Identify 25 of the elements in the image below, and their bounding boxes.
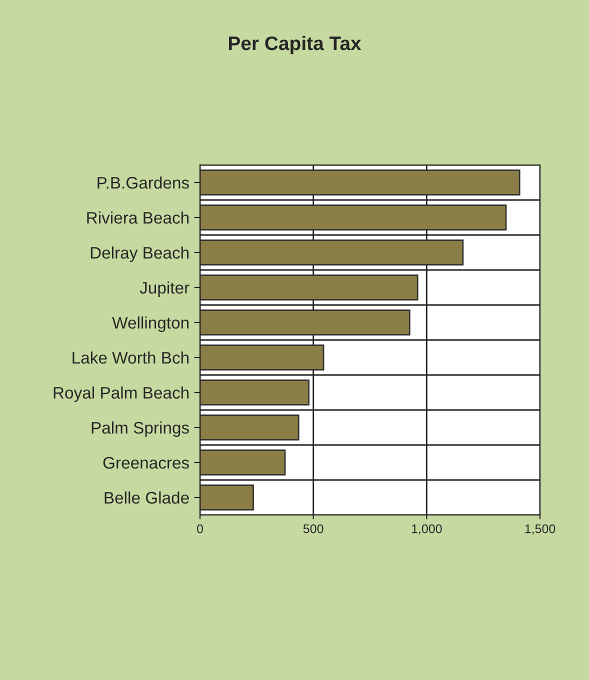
bar — [200, 310, 410, 336]
bar — [200, 240, 464, 266]
chart-title: Per Capita Tax — [228, 36, 362, 54]
x-tick-label: 500 — [303, 524, 324, 534]
y-tick-label: Greenacres — [103, 456, 189, 469]
bar — [200, 204, 507, 230]
bar — [200, 484, 254, 510]
y-tick-label: P.B.Gardens — [98, 176, 189, 189]
bar — [200, 170, 520, 196]
y-tick-label: Belle Glade — [104, 491, 189, 504]
x-tick-label: 1,000 — [412, 524, 442, 535]
bar — [200, 450, 286, 476]
y-tick-label: Royal Palm Beach — [54, 386, 189, 402]
y-tick-label: Delray Beach — [90, 246, 189, 262]
y-tick-label: Wellington — [112, 316, 189, 332]
y-tick-label: Jupiter — [140, 281, 190, 297]
x-tick-label: 0 — [197, 524, 203, 534]
y-tick-label: Riviera Beach — [87, 211, 189, 224]
y-tick-label: Palm Springs — [92, 421, 189, 437]
y-tick-label: Lake Worth Bch — [72, 351, 189, 364]
x-tick-label: 1,500 — [525, 524, 556, 535]
bar — [200, 344, 324, 370]
bar — [200, 414, 300, 440]
bar — [200, 274, 418, 300]
bar — [200, 380, 310, 406]
